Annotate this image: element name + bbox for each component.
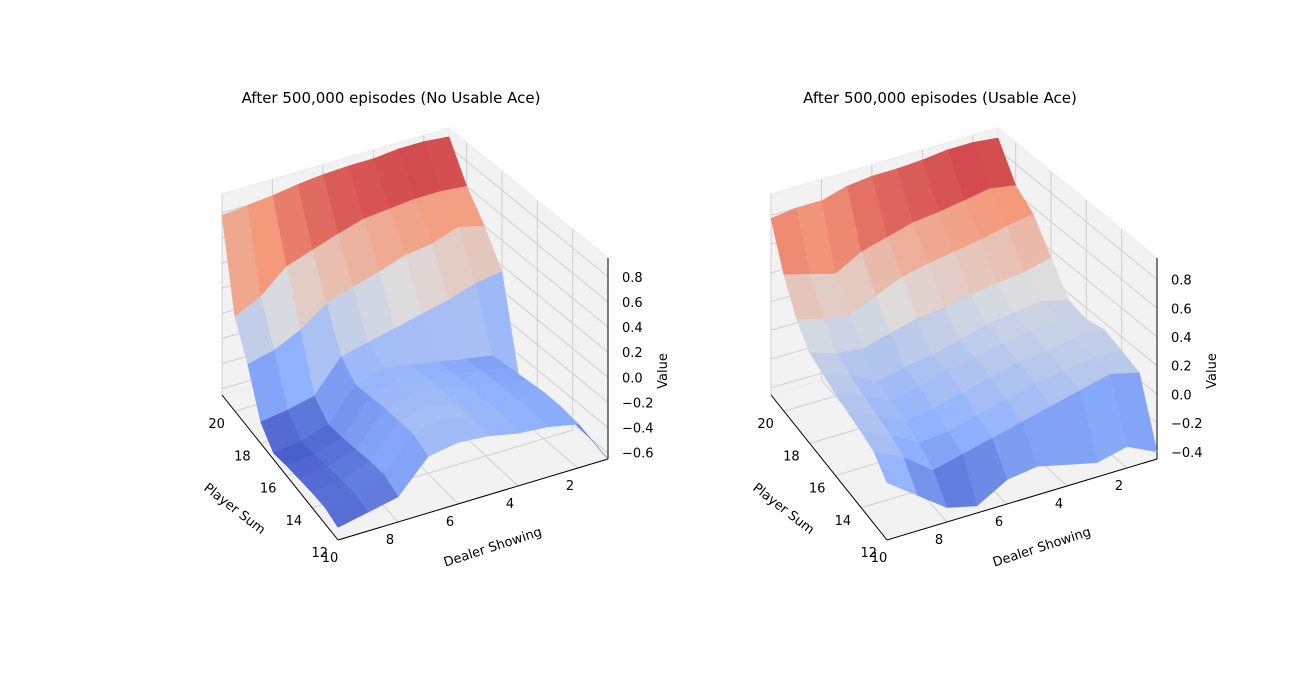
z-tick-label: 0.2 <box>622 346 643 361</box>
y-tick-label: 6 <box>446 515 454 530</box>
y-tick-label: 2 <box>566 479 574 494</box>
z-tick-label: −0.6 <box>622 447 654 462</box>
y-tick-label: 8 <box>935 533 943 548</box>
x-tick-label: 20 <box>757 417 774 432</box>
x-tick-label: 12 <box>860 546 877 561</box>
y-tick-label: 10 <box>322 551 339 566</box>
axis-lines <box>770 258 1158 541</box>
x-tick-label: 16 <box>260 482 277 497</box>
x-tick-label: 18 <box>783 449 800 464</box>
y-axis-line <box>337 458 609 541</box>
y-axis-line <box>886 458 1158 541</box>
z-tick-label: 0.0 <box>1171 388 1192 403</box>
z-tick-label: 0.6 <box>622 296 643 311</box>
x-axis-line <box>770 394 888 541</box>
axis-lines <box>221 258 609 541</box>
z-tick-label: 0.0 <box>622 371 643 386</box>
z-axis-label: Value <box>656 353 671 389</box>
y-axis-label: Dealer Showing <box>442 525 544 571</box>
tick-labels: 12 14 16 18 20 2 4 6 8 10 −0.4 −0.2 0.0 0.2 0.4 0.6 0.8 <box>757 274 1202 567</box>
z-tick-label: 0.2 <box>1171 360 1192 375</box>
tick-labels: 12 14 16 18 20 2 4 6 8 10 −0.6 −0.4 −0.2 0.0 0.2 0.4 0.6… <box>208 271 653 566</box>
z-tick-label: 0.6 <box>1171 302 1192 317</box>
y-tick-label: 4 <box>1055 497 1063 512</box>
x-axis-line <box>221 394 339 541</box>
x-axis-label: Player Sum <box>200 481 267 538</box>
x-tick-label: 14 <box>835 514 852 529</box>
z-tick-label: −0.2 <box>622 397 654 412</box>
z-tick-label: −0.4 <box>1171 446 1203 461</box>
z-tick-label: 0.4 <box>1171 331 1192 346</box>
x-tick-label: 18 <box>234 449 251 464</box>
surface-plot-usable-ace: After 500,000 episodes (Usable Ace) Play… <box>749 89 1220 571</box>
y-tick-label: 6 <box>995 515 1003 530</box>
y-tick-label: 10 <box>871 551 888 566</box>
chart-title: After 500,000 episodes (Usable Ace) <box>803 89 1077 107</box>
y-tick-label: 8 <box>386 533 394 548</box>
z-tick-label: −0.4 <box>622 422 654 437</box>
y-tick-label: 2 <box>1115 479 1123 494</box>
x-tick-label: 16 <box>809 482 826 497</box>
surface-patch <box>324 493 369 528</box>
z-tick-label: −0.2 <box>1171 417 1203 432</box>
z-axis-label: Value <box>1205 353 1220 389</box>
x-tick-label: 12 <box>311 546 328 561</box>
chart-title: After 500,000 episodes (No Usable Ace) <box>242 89 541 107</box>
x-tick-label: 14 <box>286 514 303 529</box>
z-tick-label: 0.8 <box>622 271 643 286</box>
surface <box>770 137 1158 509</box>
y-tick-label: 4 <box>506 497 514 512</box>
z-tick-label: 0.4 <box>622 321 643 336</box>
x-axis-label: Player Sum <box>749 481 816 538</box>
surface-plot-no-usable-ace: After 500,000 episodes (No Usable Ace) P… <box>200 89 671 571</box>
z-tick-label: 0.8 <box>1171 274 1192 289</box>
surface-patch <box>873 451 918 496</box>
y-axis-label: Dealer Showing <box>991 525 1093 571</box>
x-tick-label: 20 <box>208 417 225 432</box>
surface <box>221 136 609 528</box>
